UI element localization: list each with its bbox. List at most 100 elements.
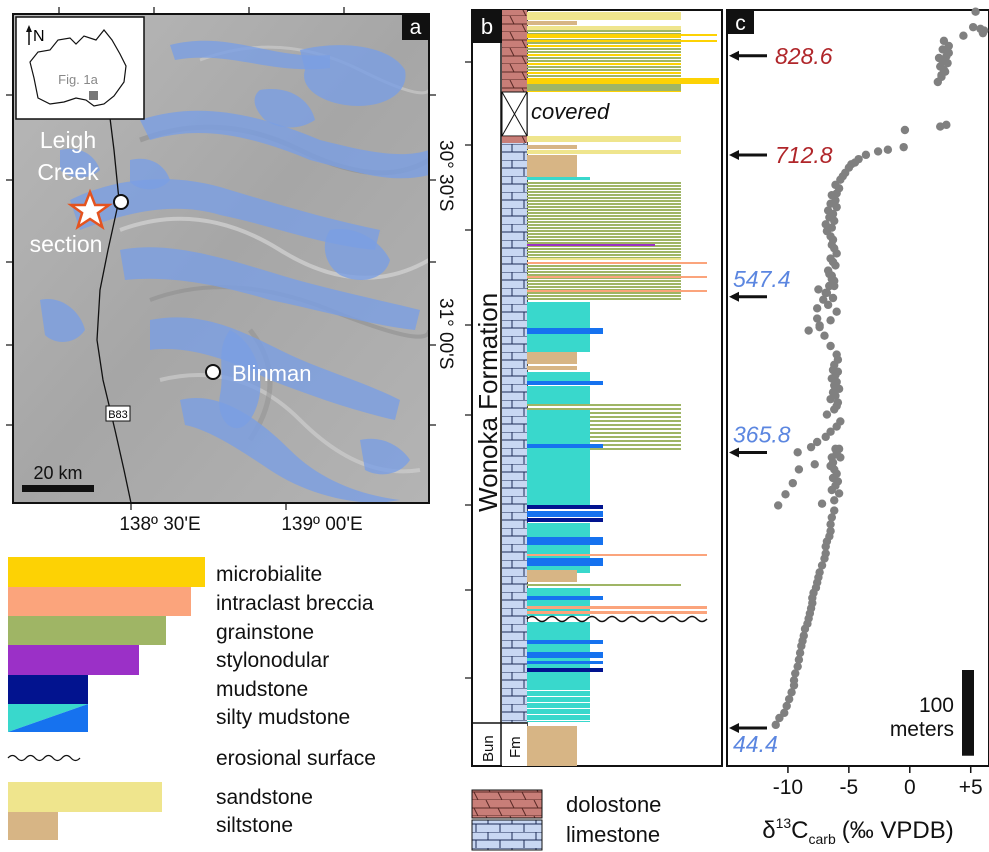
data-point [795, 648, 805, 658]
height-marker-arrowhead [729, 150, 739, 161]
legend-label: erosional surface [216, 747, 376, 770]
limestone-interval [502, 143, 527, 723]
data-point [789, 676, 799, 685]
data-point [810, 460, 819, 469]
bed [527, 26, 681, 30]
bed [527, 265, 681, 267]
erosional-surface-icon [526, 615, 708, 623]
data-point [815, 568, 824, 577]
data-point [883, 145, 893, 154]
bed [527, 708, 590, 709]
outcrop-area [360, 438, 410, 475]
bed [527, 191, 681, 193]
data-point [817, 561, 827, 570]
bed [527, 215, 681, 217]
data-point [788, 478, 798, 488]
height-marker-label: 712.8 [775, 142, 833, 168]
x-axis-title-delta: δ [762, 817, 775, 844]
data-point [812, 304, 822, 313]
bed [527, 292, 681, 294]
inset-locator [89, 91, 98, 100]
bed [527, 661, 603, 664]
dolostone-interval [502, 136, 527, 143]
legend-label: sandstone [216, 786, 313, 809]
data-point [784, 694, 794, 704]
bed [527, 352, 577, 364]
data-point [826, 526, 835, 536]
bed [527, 668, 603, 672]
data-point [782, 701, 791, 711]
bed [527, 554, 707, 556]
data-point [826, 427, 835, 436]
north-label: N [33, 28, 45, 45]
data-point [971, 7, 980, 16]
map-panel: B83 Fig. 1a N a Leigh Creek section Blin… [6, 7, 456, 535]
road-b83 [96, 117, 132, 504]
height-marker-label: 547.4 [733, 266, 791, 292]
data-point [939, 36, 949, 46]
data-point [861, 150, 871, 160]
scale-bar-unit: meters [890, 718, 954, 741]
outcrop-area [254, 89, 315, 128]
lon-label-2: 139º 00'E [281, 514, 362, 535]
bed [527, 45, 681, 47]
bed [527, 381, 603, 385]
legend-label: silty mudstone [216, 706, 350, 729]
height-markers: 828.6 712.8 547.4 365.8 44.4 [729, 43, 833, 757]
data-point [828, 388, 838, 397]
height-marker-arrowhead [729, 50, 739, 61]
lithology-swatch-dolostone [471, 789, 543, 819]
panel-letter-a: a [410, 16, 422, 39]
data-point [873, 147, 883, 156]
bed [527, 251, 681, 253]
bed [527, 242, 681, 244]
height-scale-bar [962, 670, 974, 756]
scale-bar-value: 100 [919, 694, 954, 717]
legend-swatch-grainstone [8, 616, 166, 645]
data-point [823, 206, 833, 215]
legend-label: grainstone [216, 621, 314, 644]
lithology-label-dolostone: dolostone [566, 792, 661, 817]
bed [527, 298, 681, 300]
bed [527, 230, 681, 232]
bed [527, 420, 681, 422]
bed [527, 42, 681, 44]
outcrop-area [40, 299, 85, 342]
legend-label: microbialite [216, 563, 322, 586]
panel-letter-b: b [481, 14, 493, 39]
bed [527, 410, 590, 506]
height-marker-label: 44.4 [733, 731, 778, 757]
legend-swatch-sandstone [8, 782, 162, 812]
data-point [830, 506, 839, 515]
x-tick-label: +5 [959, 776, 983, 799]
panel-letter-box [727, 10, 754, 34]
bed [527, 72, 681, 74]
bed [527, 30, 681, 32]
road-sign [105, 405, 131, 422]
bed [527, 432, 681, 434]
x-tick-label: -5 [840, 776, 859, 799]
data-point [836, 417, 845, 426]
legend-swatch-silty-mudstone-b [8, 704, 88, 732]
data-point [827, 513, 836, 522]
bed [527, 558, 603, 566]
bed [527, 57, 681, 59]
bed [527, 239, 681, 241]
height-marker-label: 828.6 [775, 43, 833, 69]
data-point [791, 669, 800, 678]
x-axis-title-unit: (‰ VPDB) [842, 817, 954, 844]
data-point [826, 254, 835, 263]
north-arrow-head-icon [26, 25, 32, 32]
outcrop-area [219, 330, 261, 429]
leigh-creek-marker [113, 194, 129, 210]
bed [527, 218, 681, 220]
wonoka-outcrop-areas [40, 40, 429, 503]
bed [527, 212, 681, 214]
bed [527, 227, 681, 229]
bed [527, 295, 681, 297]
bed [527, 197, 681, 199]
bed [527, 233, 681, 235]
data-point [834, 489, 844, 498]
height-marker-arrowhead [729, 722, 739, 733]
